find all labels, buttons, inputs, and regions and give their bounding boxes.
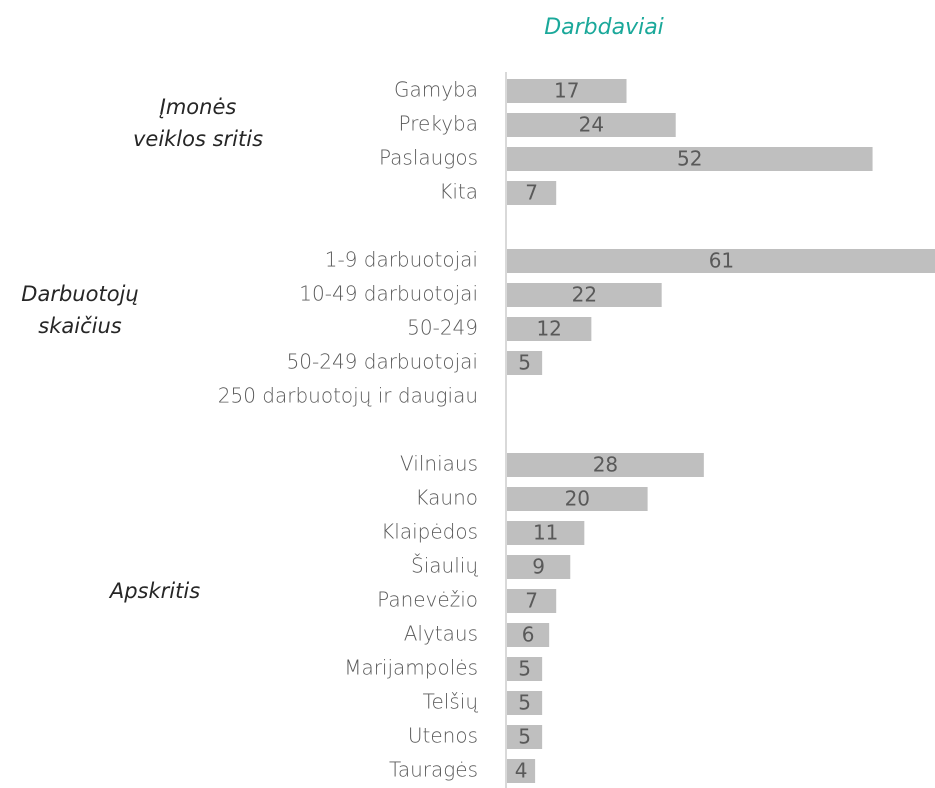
value-label: 4 [515,759,528,783]
category-label: Šiaulių [411,554,478,578]
value-label: 24 [579,113,604,137]
value-label: 22 [572,283,597,307]
value-label: 61 [709,249,734,273]
group-label: skaičius [38,314,121,338]
category-label: Paslaugos [379,146,478,170]
bar [507,521,585,545]
group-label: Darbuotojų [21,282,138,306]
bar [507,181,557,205]
value-label: 12 [536,317,561,341]
category-label: Tauragės [389,758,478,782]
category-label: Telšių [423,690,479,714]
category-label: Gamyba [394,78,478,102]
bar [507,589,557,613]
category-label: Marijampolės [344,656,478,680]
bar [507,283,662,307]
value-label: 9 [532,555,545,579]
value-label: 6 [522,623,535,647]
value-label: 17 [554,79,579,103]
category-label: 50-249 darbuotojai [287,350,478,374]
value-label: 5 [518,691,531,715]
bar [507,147,873,171]
value-label: 5 [518,657,531,681]
bar [507,691,543,715]
category-label: Klaipėdos [381,520,478,544]
bar [507,555,571,579]
category-label: Alytaus [404,622,478,646]
bar [507,725,543,749]
group-label: veiklos sritis [133,127,263,151]
value-label: 28 [593,453,618,477]
bar [507,249,935,273]
category-label: Kauno [415,486,478,510]
value-label: 52 [677,147,702,171]
group-label: Apskritis [108,579,200,603]
category-label: Vilniaus [400,452,478,476]
category-label: 50-249 [407,316,478,340]
category-label: 250 darbuotojų ir daugiau [218,384,478,408]
category-label: Utenos [408,724,478,748]
value-label: 11 [533,521,558,545]
category-label: Kita [439,180,478,204]
value-label: 5 [518,725,531,749]
bar [507,487,648,511]
bar [507,113,676,137]
category-label: Prekyba [399,112,478,136]
group-label: Įmonės [159,95,237,119]
category-label: 1-9 darbuotojai [325,248,478,272]
bar [507,623,550,647]
value-label: 7 [525,589,538,613]
category-label: Panevėžio [377,588,478,612]
category-label: 10-49 darbuotojai [299,282,478,306]
bar [507,453,704,477]
bar [507,657,543,681]
bar [507,79,627,103]
value-label: 7 [525,181,538,205]
bar [507,759,536,783]
bar [507,317,592,341]
value-label: 5 [518,351,531,375]
bar [507,351,543,375]
chart-title: Darbdaviai [544,15,664,40]
value-label: 20 [565,487,590,511]
